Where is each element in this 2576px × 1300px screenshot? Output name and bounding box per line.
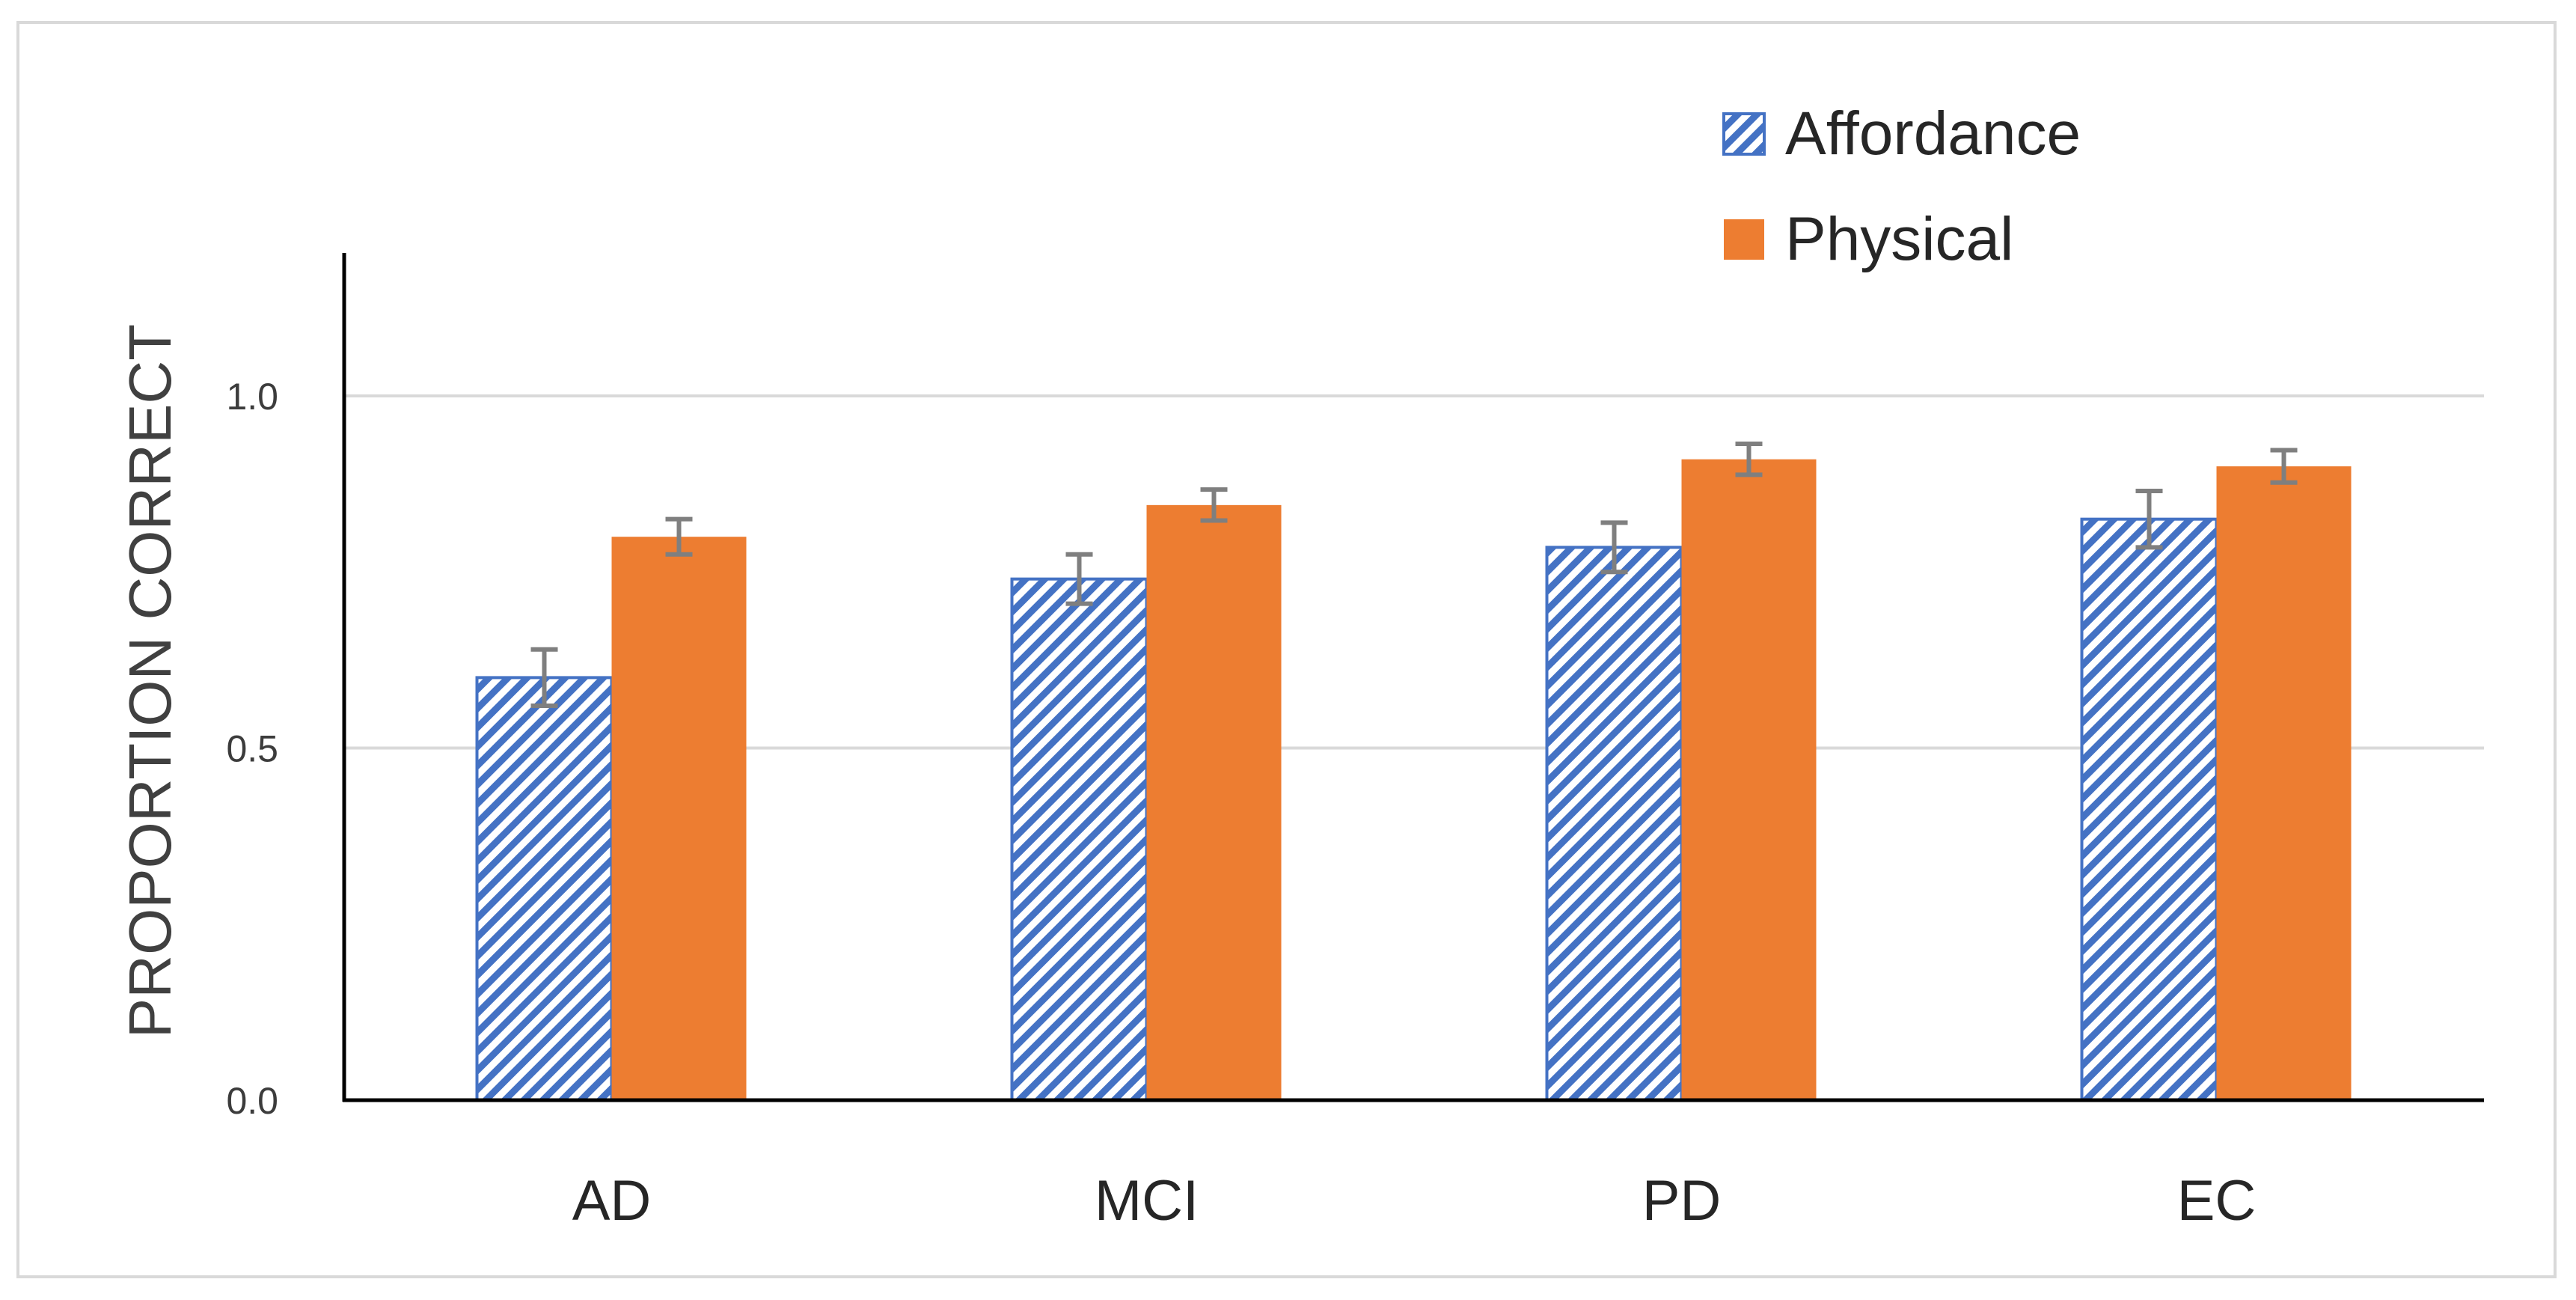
legend: Affordance Physical <box>1722 100 2081 273</box>
bars <box>475 459 2352 1102</box>
error-bar-affordance-ad <box>530 647 558 709</box>
y-tick-label: 1.0 <box>226 376 278 418</box>
bar-physical-pd <box>1681 459 1817 1100</box>
category-label-pd: PD <box>1642 1169 1722 1233</box>
error-bar-affordance-ec <box>2135 489 2163 550</box>
bar-affordance-pd <box>1545 546 1683 1102</box>
error-bars <box>530 441 2298 709</box>
bar-physical-mci <box>1146 504 1282 1100</box>
bar-physical-ad <box>611 537 747 1100</box>
legend-swatch-physical <box>1724 219 1764 260</box>
error-bar-affordance-pd <box>1600 520 1628 575</box>
error-bar-physical-mci <box>1200 487 1228 523</box>
axes <box>342 253 2484 1102</box>
error-bar-affordance-mci <box>1065 552 1093 606</box>
bar-physical-ec <box>2216 466 2352 1100</box>
error-bar-physical-ec <box>2270 448 2298 485</box>
y-tick-label: 0.5 <box>226 728 278 770</box>
bar-affordance-ec <box>2080 517 2218 1102</box>
legend-label-physical: Physical <box>1785 205 2013 273</box>
bar-affordance-mci <box>1010 577 1148 1102</box>
bar-affordance-ad <box>475 676 614 1102</box>
legend-swatch-affordance <box>1722 112 1766 156</box>
category-label-mci: MCI <box>1095 1169 1199 1233</box>
y-tick-labels: 0.0 0.5 1.0 <box>226 376 278 1122</box>
category-labels: AD MCI PD EC <box>572 1169 2257 1233</box>
category-label-ad: AD <box>572 1169 652 1233</box>
legend-item-affordance: Affordance <box>1722 100 2081 168</box>
y-tick-label: 0.0 <box>226 1080 278 1122</box>
legend-label-affordance: Affordance <box>1785 100 2081 168</box>
category-label-ec: EC <box>2177 1169 2257 1233</box>
legend-item-physical: Physical <box>1724 205 2013 273</box>
error-bar-physical-ad <box>665 516 693 557</box>
y-axis-title: PROPORTION CORRECT <box>117 324 183 1038</box>
error-bar-physical-pd <box>1735 441 1763 477</box>
